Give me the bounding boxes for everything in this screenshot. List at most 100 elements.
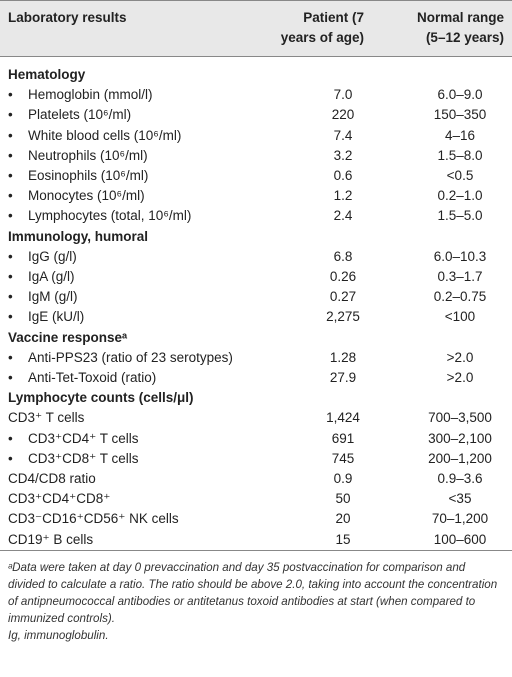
row-label: CD3⁺CD4⁺ T cells bbox=[28, 430, 139, 446]
bullet: • bbox=[8, 87, 13, 103]
data-row: CD4/CD8 ratio 0.9 0.9–3.6 bbox=[0, 469, 512, 489]
normal-range: 0.3–1.7 bbox=[437, 269, 483, 285]
row-label: Monocytes (10⁶/ml) bbox=[28, 188, 145, 204]
patient-value: 691 bbox=[331, 430, 355, 446]
label-cell: • White blood cells (10⁶/ml) bbox=[0, 126, 268, 146]
bullet: • bbox=[8, 349, 13, 365]
normal-range: 4–16 bbox=[444, 127, 476, 143]
label-cell: • CD3⁺CD4⁺ T cells bbox=[0, 429, 268, 449]
bullet: • bbox=[8, 430, 13, 446]
bullet: • bbox=[8, 269, 13, 285]
section-title: Lymphocyte counts (cells/μl) bbox=[8, 390, 194, 406]
row-label: Anti-Tet-Toxoid (ratio) bbox=[28, 370, 157, 386]
normal-range: <0.5 bbox=[446, 168, 474, 184]
row-label: IgG (g/l) bbox=[28, 248, 77, 264]
normal-range: 6.0–9.0 bbox=[437, 87, 483, 103]
label-cell: • IgA (g/l) bbox=[0, 267, 268, 287]
normal-range: 1.5–5.0 bbox=[437, 208, 483, 224]
data-row: CD3⁺CD4⁺CD8⁺ 50 <35 bbox=[0, 489, 512, 509]
normal-range: 0.2–0.75 bbox=[433, 289, 487, 305]
patient-value: 0.6 bbox=[333, 168, 353, 184]
data-row: • CD3⁺CD4⁺ T cells 691 300–2,100 bbox=[0, 429, 512, 449]
lab-table: Laboratory results Patient (7 years of a… bbox=[0, 0, 512, 551]
row-label: Hemoglobin (mmol/l) bbox=[28, 87, 153, 103]
label-cell: • IgG (g/l) bbox=[0, 247, 268, 267]
label-cell: • Platelets (10⁶/ml) bbox=[0, 105, 268, 125]
section-title: Hematology bbox=[8, 67, 86, 82]
label-cell: CD3⁺CD4⁺CD8⁺ bbox=[0, 489, 268, 509]
data-row: • Lymphocytes (total, 10⁶/ml) 2.4 1.5–5.0 bbox=[0, 206, 512, 226]
label-cell: • Monocytes (10⁶/ml) bbox=[0, 186, 268, 206]
patient-value: 15 bbox=[335, 531, 351, 547]
row-label: IgE (kU/l) bbox=[28, 309, 85, 325]
section-row: Lymphocyte counts (cells/μl) bbox=[0, 388, 512, 408]
row-label: Neutrophils (10⁶/ml) bbox=[28, 147, 148, 163]
normal-range: >2.0 bbox=[446, 349, 474, 365]
bullet: • bbox=[8, 127, 13, 143]
patient-value: 0.9 bbox=[333, 471, 353, 487]
row-label: Eosinophils (10⁶/ml) bbox=[28, 168, 149, 184]
row-label: CD3⁻CD16⁺CD56⁺ NK cells bbox=[8, 511, 179, 527]
bullet: • bbox=[8, 147, 13, 163]
patient-value: 1.28 bbox=[329, 349, 357, 365]
header-cell: Normal range (5–12 years) bbox=[416, 10, 504, 45]
patient-value: 20 bbox=[335, 511, 351, 527]
label-cell: • Eosinophils (10⁶/ml) bbox=[0, 166, 268, 186]
patient-value: 3.2 bbox=[333, 147, 353, 163]
normal-range: 0.2–1.0 bbox=[437, 188, 483, 204]
normal-range: <100 bbox=[444, 309, 476, 325]
footnote: Ig, immunoglobulin. bbox=[8, 628, 109, 642]
bullet: • bbox=[8, 450, 13, 466]
patient-value: 27.9 bbox=[329, 370, 357, 386]
normal-range: 150–350 bbox=[433, 107, 487, 123]
table-header: Laboratory results Patient (7 years of a… bbox=[0, 0, 512, 57]
header-row: Laboratory results Patient (7 years of a… bbox=[0, 0, 512, 57]
bullet: • bbox=[8, 248, 13, 264]
row-label: Lymphocytes (total, 10⁶/ml) bbox=[28, 208, 192, 224]
patient-value: 2.4 bbox=[333, 208, 353, 224]
normal-range: 6.0–10.3 bbox=[433, 248, 487, 264]
label-cell: CD19⁺ B cells bbox=[0, 530, 268, 551]
data-row: • Platelets (10⁶/ml) 220 150–350 bbox=[0, 105, 512, 125]
row-label: CD3⁺CD4⁺CD8⁺ bbox=[8, 491, 111, 507]
data-row: CD19⁺ B cells 15 100–600 bbox=[0, 530, 512, 551]
row-label: White blood cells (10⁶/ml) bbox=[28, 127, 182, 143]
data-row: • White blood cells (10⁶/ml) 7.4 4–16 bbox=[0, 126, 512, 146]
label-cell: • IgE (kU/l) bbox=[0, 307, 268, 327]
row-label: CD4/CD8 ratio bbox=[8, 471, 96, 487]
data-row: • IgA (g/l) 0.26 0.3–1.7 bbox=[0, 267, 512, 287]
normal-range: 700–3,500 bbox=[428, 410, 492, 426]
data-row: • Anti-Tet-Toxoid (ratio) 27.9 >2.0 bbox=[0, 368, 512, 388]
data-row: CD3⁺ T cells 1,424 700–3,500 bbox=[0, 408, 512, 428]
normal-range: 300–2,100 bbox=[428, 430, 492, 446]
header-cell: Patient (7 years of age) bbox=[280, 10, 364, 45]
data-row: • IgE (kU/l) 2,275 <100 bbox=[0, 307, 512, 327]
patient-value: 7.0 bbox=[333, 87, 353, 103]
data-row: • Anti-PPS23 (ratio of 23 serotypes) 1.28 >… bbox=[0, 348, 512, 368]
header-cell: Laboratory results bbox=[8, 10, 127, 25]
bullet: • bbox=[8, 188, 13, 204]
data-row: • Neutrophils (10⁶/ml) 3.2 1.5–8.0 bbox=[0, 146, 512, 166]
bullet: • bbox=[8, 370, 13, 386]
footnote: ᵃData were taken at day 0 prevaccination… bbox=[8, 560, 498, 625]
section-title: Vaccine responseᵃ bbox=[8, 329, 128, 345]
section-row: Immunology, humoral bbox=[0, 227, 512, 247]
label-cell: • Hemoglobin (mmol/l) bbox=[0, 85, 268, 105]
row-label: CD3⁺ T cells bbox=[8, 410, 85, 426]
normal-range: 0.9–3.6 bbox=[437, 471, 483, 487]
label-cell: • IgM (g/l) bbox=[0, 287, 268, 307]
patient-value: 220 bbox=[331, 107, 355, 123]
label-cell: CD3⁺ T cells bbox=[0, 408, 268, 428]
row-label: IgA (g/l) bbox=[28, 269, 75, 285]
bullet: • bbox=[8, 309, 13, 325]
bullet: • bbox=[8, 289, 13, 305]
footnotes: ᵃData were taken at day 0 prevaccination… bbox=[0, 551, 512, 644]
patient-value: 0.26 bbox=[329, 269, 357, 285]
table-body: Hematology • Hemoglobin (mmol/l) 7.0 6.0–9.0… bbox=[0, 57, 512, 551]
label-cell: • Neutrophils (10⁶/ml) bbox=[0, 146, 268, 166]
bullet: • bbox=[8, 208, 13, 224]
label-cell: CD4/CD8 ratio bbox=[0, 469, 268, 489]
patient-value: 6.8 bbox=[333, 248, 353, 264]
section-title: Immunology, humoral bbox=[8, 228, 149, 244]
